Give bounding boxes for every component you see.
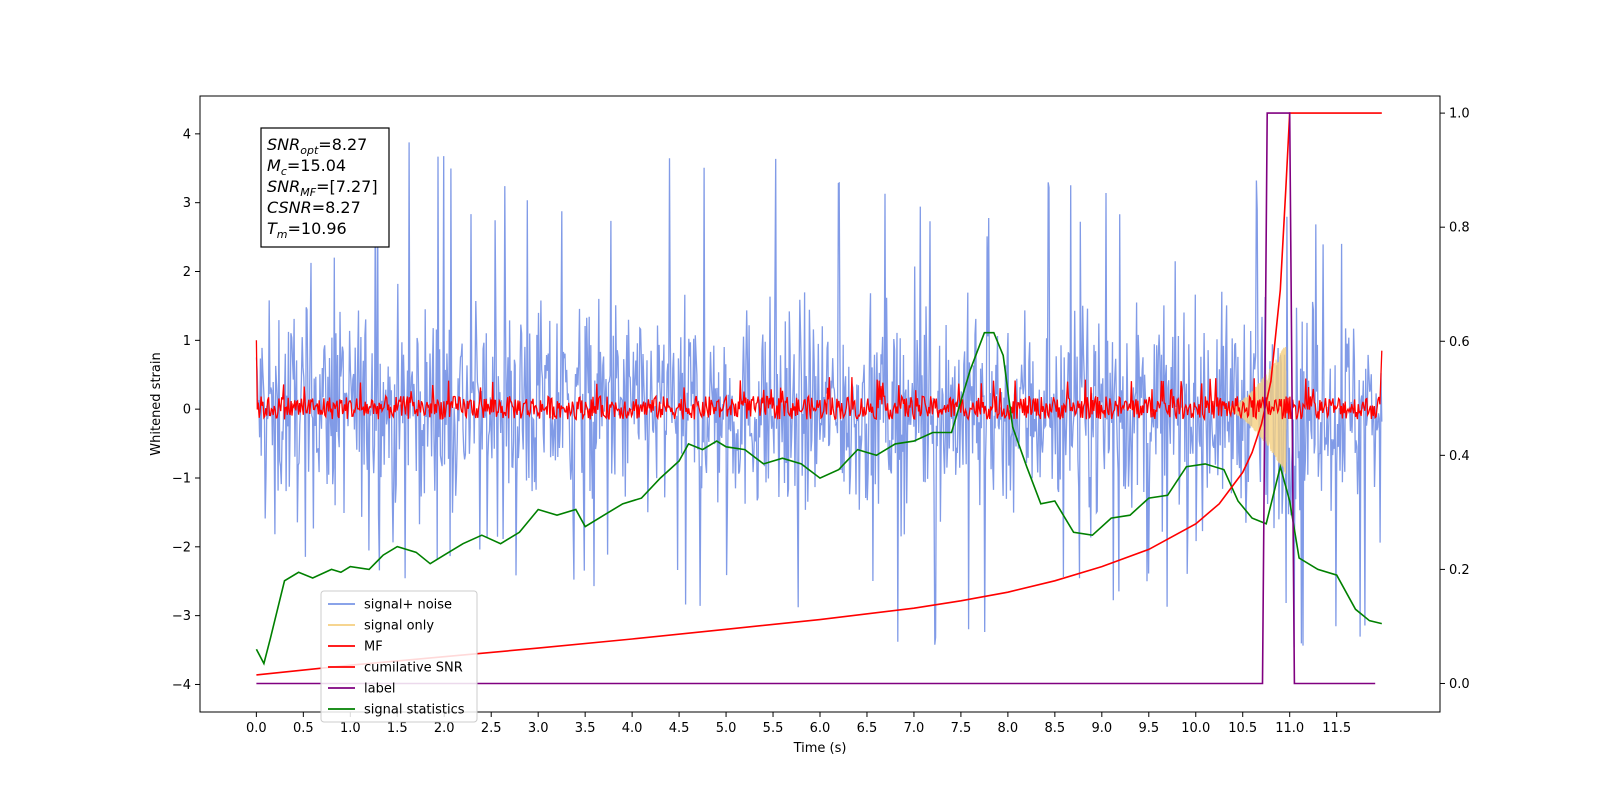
- x-tick-label: 8.0: [998, 721, 1019, 736]
- x-tick-label: 9.5: [1138, 721, 1159, 736]
- x-tick-label: 3.0: [528, 721, 549, 736]
- y-tick-label: −2: [172, 540, 191, 555]
- axes-layer: 0.0 0.5 1.0 1.5 2.0 2.5 3.0 3.5 4.0 4.5 5.0 5.5 6.0 6…: [172, 107, 1470, 736]
- x-tick-label: 0.0: [246, 721, 267, 736]
- legend-frame: [320, 590, 478, 723]
- x-tick-label: 4.0: [622, 721, 643, 736]
- x-tick-label: 7.5: [951, 721, 972, 736]
- legend-label: MF: [364, 640, 383, 655]
- y2-tick-label: 0.0: [1449, 677, 1470, 692]
- y2-tick-label: 0.2: [1449, 563, 1470, 578]
- line-layer: [255, 112, 1383, 685]
- x-tick-label: 11.0: [1275, 721, 1304, 736]
- x-tick-label: 5.0: [716, 721, 737, 736]
- y2-tick-label: 0.4: [1449, 449, 1470, 464]
- series-line-signal-noise: [255, 142, 1383, 648]
- y-tick-label: 4: [183, 127, 191, 142]
- x-tick-label: 2.0: [434, 721, 455, 736]
- x-tick-label: 9.0: [1091, 721, 1112, 736]
- info-box-frame: [260, 127, 390, 248]
- info-box-line: Tm=10.96: [267, 219, 347, 241]
- x-tick-label: 10.0: [1181, 721, 1210, 736]
- y-tick-label: −3: [172, 609, 191, 624]
- y2-tick-label: 0.6: [1449, 335, 1470, 350]
- x-tick-label: 6.0: [810, 721, 831, 736]
- legend-label: signal+ noise: [364, 598, 452, 613]
- x-axis-title: Time (s): [793, 741, 847, 756]
- x-tick-label: 5.5: [763, 721, 784, 736]
- y-tick-label: −4: [172, 678, 191, 693]
- series-line-label: [256, 112, 1376, 685]
- y2-tick-label: 0.8: [1449, 221, 1470, 236]
- info-box-line: SNRopt=8.27: [267, 135, 367, 157]
- x-tick-label: 4.5: [669, 721, 690, 736]
- legend-label: label: [364, 682, 395, 697]
- x-tick-label: 1.5: [387, 721, 408, 736]
- series-line-mf: [255, 340, 1383, 422]
- legend: signal+ noise signal only MF cumilative SNR…: [320, 590, 478, 723]
- x-tick-label: 10.5: [1228, 721, 1257, 736]
- legend-label: signal only: [364, 619, 434, 634]
- y-axis-title: Whitened strain: [149, 352, 164, 455]
- series-line-signal-statistics: [255, 331, 1382, 666]
- info-box: SNRopt=8.27Mc=15.04SNRMF=[7.27]CSNR=8.27…: [260, 127, 390, 248]
- series-line-cumulative-snr: [256, 112, 1382, 676]
- x-tick-label: 7.0: [904, 721, 925, 736]
- y-tick-label: 3: [183, 196, 191, 211]
- x-tick-label: 3.5: [575, 721, 596, 736]
- legend-label: signal statistics: [364, 703, 465, 718]
- series-layer: [255, 142, 1383, 648]
- x-tick-label: 2.5: [481, 721, 502, 736]
- info-box-line: CSNR=8.27: [267, 198, 361, 217]
- x-tick-label: 11.5: [1322, 721, 1351, 736]
- info-box-line: Mc=15.04: [267, 156, 346, 178]
- y2-tick-label: 1.0: [1449, 107, 1470, 122]
- y-tick-label: 1: [183, 334, 191, 349]
- x-tick-label: 0.5: [293, 721, 314, 736]
- y-tick-label: 0: [183, 403, 191, 418]
- x-tick-label: 1.0: [340, 721, 361, 736]
- x-tick-label: 8.5: [1045, 721, 1066, 736]
- y-tick-label: 2: [183, 265, 191, 280]
- legend-label: cumilative SNR: [364, 661, 463, 676]
- info-box-line: SNRMF=[7.27]: [267, 177, 378, 199]
- x-tick-label: 6.5: [857, 721, 878, 736]
- y-tick-label: −1: [172, 471, 191, 486]
